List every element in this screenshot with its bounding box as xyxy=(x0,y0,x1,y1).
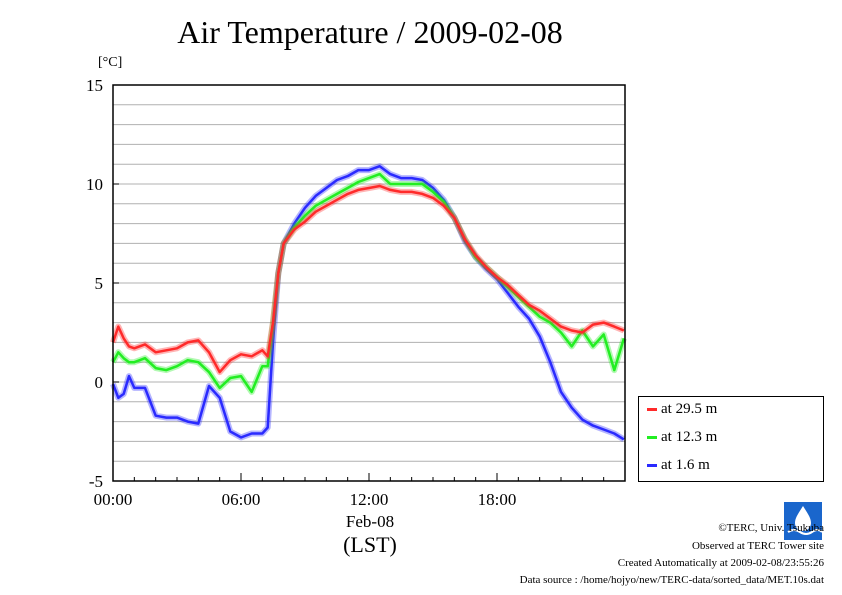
chart-title: Air Temperature / 2009-02-08 xyxy=(177,14,563,50)
y-tick-label: 5 xyxy=(95,274,104,293)
footer-created: Created Automatically at 2009-02-08/23:5… xyxy=(617,557,824,569)
x-tick-label: 12:00 xyxy=(350,490,389,509)
legend-item-1-6m: at 1.6 m xyxy=(647,457,710,477)
grid-lines xyxy=(113,104,625,462)
series-lines xyxy=(110,163,627,442)
y-unit-label: [°C] xyxy=(98,55,123,70)
series-line-1 xyxy=(111,172,626,394)
x-tick-label: 06:00 xyxy=(222,490,261,509)
series-line-2 xyxy=(111,164,625,441)
x-date-label: Feb-08 xyxy=(345,512,395,531)
terc-logo-icon xyxy=(784,502,822,540)
y-tick-label: -5 xyxy=(89,472,103,491)
series-line-0 xyxy=(111,184,625,374)
legend-swatch-red xyxy=(647,408,657,412)
x-tick-label: 18:00 xyxy=(478,490,517,509)
y-tick-label: 15 xyxy=(86,76,103,95)
legend-item-29-5m: at 29.5 m xyxy=(647,401,717,421)
legend-item-12-3m: at 12.3 m xyxy=(647,429,717,449)
legend: at 29.5 m at 12.3 m at 1.6 m xyxy=(638,396,824,482)
legend-label: at 1.6 m xyxy=(661,457,710,473)
x-tick-label: 00:00 xyxy=(94,490,133,509)
x-unit-label: (LST) xyxy=(343,532,397,557)
legend-swatch-green xyxy=(647,436,657,440)
footer-source: Data source : /home/hojyo/new/TERC-data/… xyxy=(519,574,824,586)
legend-label: at 29.5 m xyxy=(661,401,718,417)
legend-label: at 12.3 m xyxy=(661,429,718,445)
series-band-0 xyxy=(110,183,626,376)
axis-ticks: -5 0 5 10 15 00:00 06:00 12:00 18:00 xyxy=(86,76,626,509)
y-tick-label: 0 xyxy=(95,373,104,392)
footer-copyright: ©TERC, Univ. Tsukuba xyxy=(718,522,824,534)
legend-swatch-blue xyxy=(647,464,657,468)
footer-site: Observed at TERC Tower site xyxy=(691,540,824,552)
y-tick-label: 10 xyxy=(86,175,103,194)
